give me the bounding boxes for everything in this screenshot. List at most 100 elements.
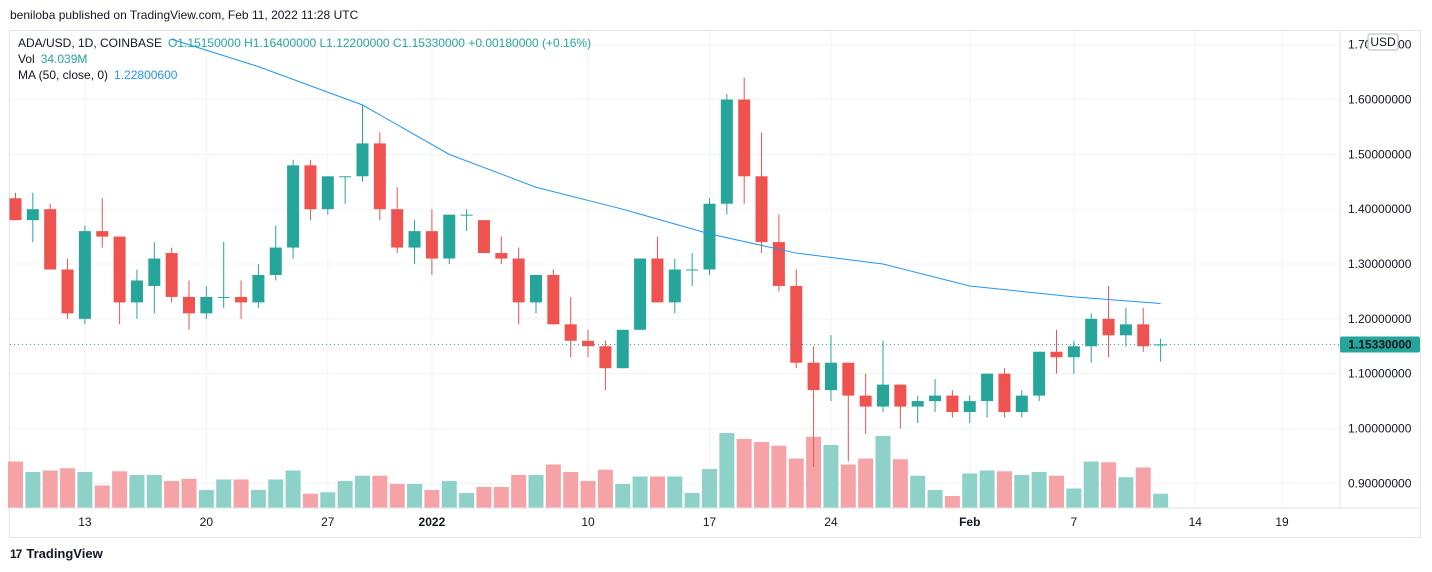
price-axis[interactable]: 0.90000000 1.00000000 1.10000000 1.20000000… [1348,38,1412,491]
candle-body [339,176,352,178]
candle-body [373,143,386,210]
volume-bar [996,471,1012,508]
volume-bar [441,481,457,508]
legend-ma-value: 1.22800600 [114,68,178,82]
volume-bar [1118,477,1134,508]
volume-bar [702,469,717,508]
time-tick-label: 24 [824,515,838,529]
volume-bar [823,445,839,508]
candle-body [1085,318,1098,347]
volume-bar [198,490,214,508]
price-tick-label: 1.00000000 [1348,422,1412,436]
candle-body [217,296,230,298]
volume-bar [1014,475,1030,508]
volume-bar [1135,467,1151,508]
candle-body [1102,318,1115,336]
price-tick-label: 0.90000000 [1348,476,1412,490]
candle-body [495,253,508,259]
candle-body [408,231,421,248]
currency-badge[interactable]: USD [1370,35,1396,49]
volume-bar [858,458,874,508]
candle-body [391,209,404,248]
candle-body [720,99,733,204]
candle-body [963,401,976,413]
candle-body [130,280,143,303]
time-tick-label: 14 [1189,515,1203,529]
candle-body [113,236,126,303]
candle-body [1050,351,1063,358]
time-tick-label: 10 [581,515,595,529]
volume-bar [233,479,249,508]
volume-bar [927,490,943,508]
volume-bar [736,439,752,508]
candle-body [599,346,612,369]
price-tick-label: 1.60000000 [1348,93,1412,107]
candle-body [200,296,213,314]
volume-bar [129,475,145,508]
candle-body [946,395,959,413]
candle-body [512,258,525,303]
candle-body [165,253,178,297]
candle-body [981,373,994,402]
candle-body [859,395,872,407]
candle-body [790,285,803,363]
volume-bar [493,487,509,508]
last-price-badge [1340,336,1420,353]
candle-body [287,165,300,248]
candle-body [929,395,942,402]
volume-bar [181,478,197,508]
candle-body [686,269,699,271]
footer-brand: TradingView [26,546,103,561]
volume-bar [910,475,926,508]
chart-frame [9,30,1421,538]
chart-legend: ADA/USD, 1D, COINBASE O1.15150000 H1.164… [18,35,591,83]
volume-bar [511,475,527,508]
last-price-label: 1.15330000 [1348,337,1412,351]
volume-bar [1031,472,1047,508]
volume-bar [459,493,475,508]
volume-bar [164,481,180,508]
legend-symbol[interactable]: ADA/USD, 1D, COINBASE [18,36,163,50]
volume-bar [389,484,405,508]
legend-vol-label: Vol [18,52,35,66]
candle-body [877,384,889,407]
price-tick-label: 1.30000000 [1348,257,1412,271]
volume-bar [979,470,995,508]
volume-bar [1083,461,1099,508]
candle-body [356,143,369,177]
volume-bars [8,433,1169,508]
candle-body [61,269,74,314]
time-tick-label: 20 [200,515,214,529]
time-tick-label: 2022 [419,515,446,529]
candle-body [304,165,317,210]
candle-body [616,329,629,369]
volume-bar [719,433,735,508]
candle-body [1119,324,1132,336]
candles [9,77,1167,467]
time-axis[interactable]: 13 20 27 2022 10 17 24 Feb 7 14 19 [78,515,1289,529]
candle-body [842,362,855,396]
price-tick-label: 1.10000000 [1348,367,1412,381]
volume-bar [25,472,41,508]
volume-bar [962,473,978,508]
tradingview-icon: 17 [10,546,22,561]
candle-body [772,242,785,286]
volume-bar [597,469,613,508]
candle-body [738,99,751,177]
time-tick-label: 19 [1275,515,1289,529]
candle-body [1015,395,1028,413]
candle-body [530,274,542,303]
candle-body [252,274,265,303]
volume-bar [250,490,266,508]
volume-bar [1153,493,1169,508]
volume-bar [8,461,23,508]
price-tick-label: 1.20000000 [1348,312,1412,326]
currency-badge-box[interactable] [1367,33,1399,51]
candle-body [96,231,109,237]
candle-body [148,258,161,286]
tradingview-logo[interactable]: 17 TradingView [10,546,103,561]
candle-body [651,258,664,303]
candle-body [547,274,560,325]
volume-bar [407,484,423,508]
